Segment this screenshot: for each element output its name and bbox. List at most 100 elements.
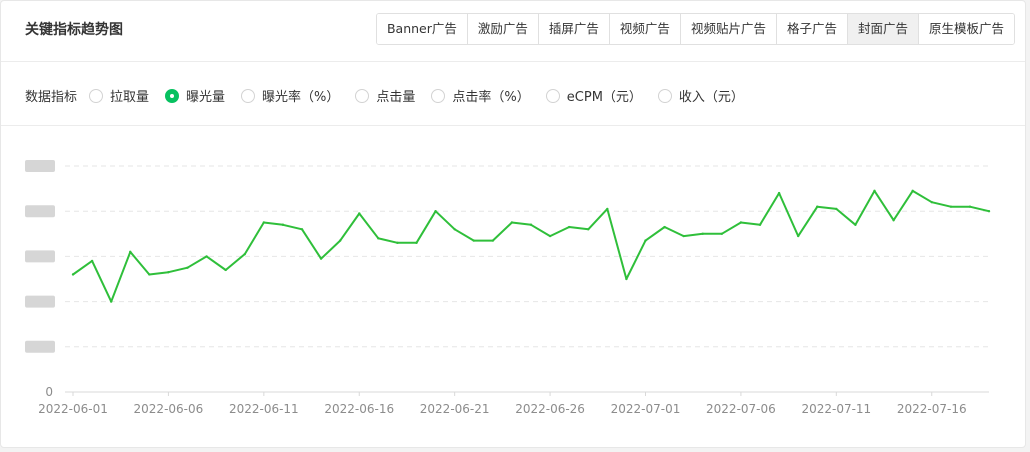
data-point-16 [377,237,380,240]
data-point-14 [338,239,342,242]
data-point-42 [873,189,876,193]
data-point-3 [129,250,132,254]
data-point-17 [396,241,399,245]
data-point-11 [281,223,285,226]
data-point-47 [968,205,972,208]
ad-type-tabs: Banner广告 激励广告 插屏广告 视频广告 视频贴片广告 格子广告 封面广告 原生模板广告 [375,13,1015,45]
data-point-0 [71,273,75,276]
data-point-21 [472,239,475,242]
metric-radio-6[interactable]: 收入（元） [657,86,744,105]
metric-radio-label: 点击量 [376,90,416,105]
data-point-38 [796,234,800,238]
data-point-40 [835,207,838,211]
data-point-27 [587,228,590,231]
metric-label: 数据指标 [25,90,78,105]
data-point-7 [205,255,208,258]
data-point-12 [300,228,304,231]
y-tick-mask-4 [25,160,55,172]
data-point-37 [777,191,781,195]
metric-radio-label: 曝光率（%） [262,90,340,105]
tab-4[interactable]: 视频贴片广告 [680,14,777,44]
metric-radio-2[interactable]: 曝光率（%） [241,86,339,105]
radio-circle-icon [165,88,180,103]
x-tick-label-0: 2022-06-01 [38,402,108,416]
data-point-8 [224,268,227,272]
tab-1[interactable]: 激励广告 [467,14,539,44]
line-chart: 0 2022-06-01 2022-06-06 2022-06-11 2022-06-1… [25,160,991,416]
data-point-45 [930,200,933,204]
tab-7[interactable]: 原生模板广告 [918,14,1014,44]
data-point-6 [186,266,189,269]
data-point-39 [816,205,819,208]
data-point-41 [854,223,857,226]
tab-5[interactable]: 格子广告 [776,14,848,44]
tab-3[interactable]: 视频广告 [609,14,681,44]
data-point-43 [892,219,895,222]
tab-6[interactable]: 封面广告 [847,14,919,44]
data-point-44 [911,189,914,193]
x-tick-label-9: 2022-07-16 [897,402,967,416]
metric-radio-4[interactable]: 点击率（%） [431,86,530,105]
x-tick-label-3: 2022-06-16 [324,402,394,416]
radio-circle-icon [657,88,672,103]
radio-circle-icon [431,88,446,103]
x-tick-label-2: 2022-06-11 [229,402,299,416]
radio-circle-icon [545,88,560,103]
metric-radio-label: eCPM（元） [566,90,642,105]
data-point-5 [167,271,170,274]
metric-radio-5[interactable]: eCPM（元） [545,86,642,105]
radio-circle-icon [241,88,256,103]
data-point-30 [644,239,647,242]
data-point-2 [109,300,113,303]
y-tick-mask-3 [25,205,55,218]
data-point-33 [701,232,704,235]
metric-radio-label: 点击率（%） [452,90,530,105]
tab-2[interactable]: 插屏广告 [538,14,610,44]
data-point-15 [358,212,361,215]
data-point-26 [567,225,571,229]
radio-circle-icon [355,88,370,103]
data-point-22 [491,239,495,242]
x-tick-label-1: 2022-06-06 [134,402,204,416]
data-point-20 [453,228,456,231]
page-title: 关键指标趋势图 [25,22,123,38]
radio-circle-icon [89,88,104,103]
data-point-29 [625,277,628,281]
data-point-19 [434,210,437,213]
metric-radio-label: 曝光量 [186,90,226,105]
data-point-48 [987,210,991,213]
data-point-9 [243,252,246,256]
data-point-36 [758,223,762,226]
data-point-4 [148,273,151,276]
tab-0[interactable]: Banner广告 [376,14,468,44]
x-tick-label-4: 2022-06-21 [420,402,490,416]
data-point-23 [510,221,514,224]
data-point-35 [739,221,743,224]
series-line [72,189,990,303]
data-point-24 [529,223,533,226]
data-point-13 [319,257,323,260]
data-point-10 [262,221,266,224]
metric-radio-3[interactable]: 点击量 [355,86,415,105]
data-point-34 [720,232,724,235]
data-point-31 [663,225,666,229]
x-tick-label-5: 2022-06-26 [515,402,585,416]
data-point-1 [90,259,94,263]
metric-radio-1[interactable]: 曝光量 [165,86,225,105]
metric-radio-0[interactable]: 拉取量 [89,86,149,105]
data-point-46 [949,205,953,208]
y-tick-mask-1 [25,295,55,308]
y-tick-mask-0 [25,340,55,353]
data-point-32 [682,234,685,238]
y-tick-mask-2 [25,250,55,263]
x-tick-label-6: 2022-07-01 [611,402,681,416]
y-tick-label-0: 0 [45,385,53,399]
metric-radio-label: 拉取量 [110,90,150,105]
x-tick-label-8: 2022-07-11 [801,402,871,416]
data-point-28 [606,207,609,211]
x-tick-label-7: 2022-07-06 [706,402,776,416]
metric-selector: 数据指标 拉取量 曝光量 曝光率（%） 点击量 点击率（%） eCPM（元） 收入（元） [25,86,760,105]
data-point-25 [548,234,552,238]
card-header: 关键指标趋势图 Banner广告 激励广告 插屏广告 视频广告 视频贴片广告 格子广告 封面… [1,1,1025,62]
